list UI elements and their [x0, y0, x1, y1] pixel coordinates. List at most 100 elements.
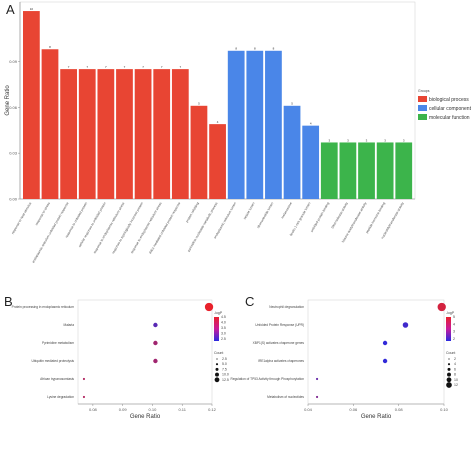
data-point — [315, 377, 319, 381]
plot-frame — [307, 299, 445, 405]
bar — [60, 69, 77, 200]
panel-letter: C — [245, 294, 254, 309]
bar-value-label: 7 — [105, 65, 107, 69]
x-tick-label: peptide-hormone binding — [365, 201, 386, 234]
panel-letter: B — [4, 294, 13, 309]
bar — [283, 105, 301, 199]
size-legend-dot — [446, 382, 452, 388]
bar — [78, 69, 96, 200]
term-label: XBP1(S) activates chaperone genes — [253, 341, 305, 345]
bar-value-label: 5 — [198, 102, 200, 106]
size-legend-tick: 8 — [454, 373, 456, 377]
data-point — [204, 302, 214, 312]
bar-value-label: 7 — [179, 65, 181, 69]
color-legend-tick: 2.5 — [221, 337, 226, 341]
size-legend-tick: 12 — [454, 383, 458, 387]
bar — [153, 69, 171, 200]
data-point — [153, 322, 158, 328]
plot-frame — [77, 299, 213, 405]
legend-label: molecular function — [429, 115, 470, 121]
size-legend-tick: 2 — [454, 357, 456, 361]
bar-value-label: 3 — [366, 138, 368, 142]
bar — [358, 142, 375, 199]
size-legend-tick: 2.5 — [222, 357, 227, 361]
y-tick-label: 0.00 — [9, 197, 18, 202]
data-point — [153, 340, 158, 346]
x-tick-label: 0.10 — [440, 407, 449, 412]
color-legend-tick: 3.5 — [221, 326, 226, 330]
term-label: Unfolded Protein Response (UPR) — [255, 323, 304, 327]
size-legend-dot — [215, 363, 219, 366]
bar-value-label: 3 — [403, 138, 405, 142]
legend-swatch — [418, 96, 427, 102]
term-label: African trypanosomiasis — [40, 377, 74, 381]
x-tick-label: ribonucleotide lumen — [256, 201, 274, 229]
panel-c: C 0.04 0.06 0.08 0.10 Gene Ratio Neutrophil de… — [231, 294, 458, 420]
bar — [246, 50, 264, 200]
bar-value-label: 7 — [86, 65, 88, 69]
bar — [171, 69, 189, 200]
term-label: Regulation of TP53 Activity through Phos… — [231, 377, 305, 381]
x-tick-label: response to endoplasmic reticulum stress — [93, 201, 126, 254]
bar — [190, 105, 208, 199]
color-legend-tick: 3 — [453, 330, 455, 334]
bar-value-label: 3 — [328, 138, 330, 142]
bar — [302, 125, 320, 199]
data-point — [315, 395, 319, 399]
x-axis-title: Gene Ratio — [130, 414, 161, 420]
bar-value-label: 7 — [124, 65, 126, 69]
x-tick-label: 0.12 — [208, 407, 217, 412]
x-tick-label: response to endoplasmic reticulum stress — [130, 201, 163, 254]
x-tick-label: ficolin-1-rich granule lumen — [289, 201, 312, 236]
color-legend-tick: 2 — [453, 337, 455, 341]
data-point — [402, 322, 409, 328]
size-legend-tick: 10 — [454, 378, 458, 382]
size-legend-tick: 4 — [454, 362, 456, 366]
size-legend-dot — [447, 372, 451, 377]
color-legend-tick: 4 — [453, 322, 455, 326]
x-tick-label: response to stress — [34, 201, 51, 226]
legend-label: biological process — [429, 97, 469, 103]
data-point — [153, 358, 158, 364]
x-tick-label: 0.08 — [395, 407, 404, 412]
bar-value-label: 3 — [347, 138, 349, 142]
bar — [134, 69, 152, 200]
data-point — [437, 302, 446, 312]
data-point — [82, 377, 86, 381]
bar — [339, 142, 357, 199]
bar-value-label: 4 — [217, 120, 219, 124]
y-tick-label: 0.03 — [9, 151, 18, 156]
y-tick-label: 0.06 — [9, 105, 18, 110]
x-tick-label: endoplasmic reticulum lumen — [213, 201, 237, 239]
bar-value-label: 5 — [291, 102, 293, 106]
x-tick-label: DNA helicase activity — [330, 201, 349, 229]
color-bar — [446, 317, 451, 341]
term-label: Protein processing in endoplasmic reticu… — [12, 305, 75, 309]
term-label: Neutrophil degranulation — [269, 305, 304, 309]
term-label: Malaria — [64, 323, 75, 327]
size-legend-tick: 7.5 — [222, 367, 227, 371]
size-legend-dot — [447, 367, 451, 371]
color-legend-tick: 4.5 — [221, 315, 226, 319]
bar-value-label: 7 — [161, 65, 163, 69]
bar — [41, 49, 59, 200]
size-legend-dot — [214, 377, 220, 383]
size-legend-tick: 10.0 — [222, 373, 229, 377]
legend-title: Groups — [418, 89, 430, 93]
data-point — [382, 358, 388, 364]
bar — [209, 124, 226, 199]
panel-letter-a: A — [6, 2, 15, 17]
x-tick-label: unfolded protein binding — [310, 201, 331, 233]
bar-value-label: 7 — [68, 65, 70, 69]
x-tick-label: 0.06 — [349, 407, 358, 412]
size-legend-dot — [447, 363, 451, 366]
bar-value-label: 8 — [254, 47, 256, 51]
bar-value-label: 3 — [384, 138, 386, 142]
x-tick-label: vesicle lumen — [243, 201, 256, 220]
x-tick-label: response to heat stimulus — [11, 201, 33, 235]
color-legend-tick: 4.0 — [221, 321, 226, 325]
data-point — [82, 395, 86, 399]
size-legend-title: Count — [214, 351, 223, 355]
x-tick-label: 0.09 — [119, 407, 128, 412]
